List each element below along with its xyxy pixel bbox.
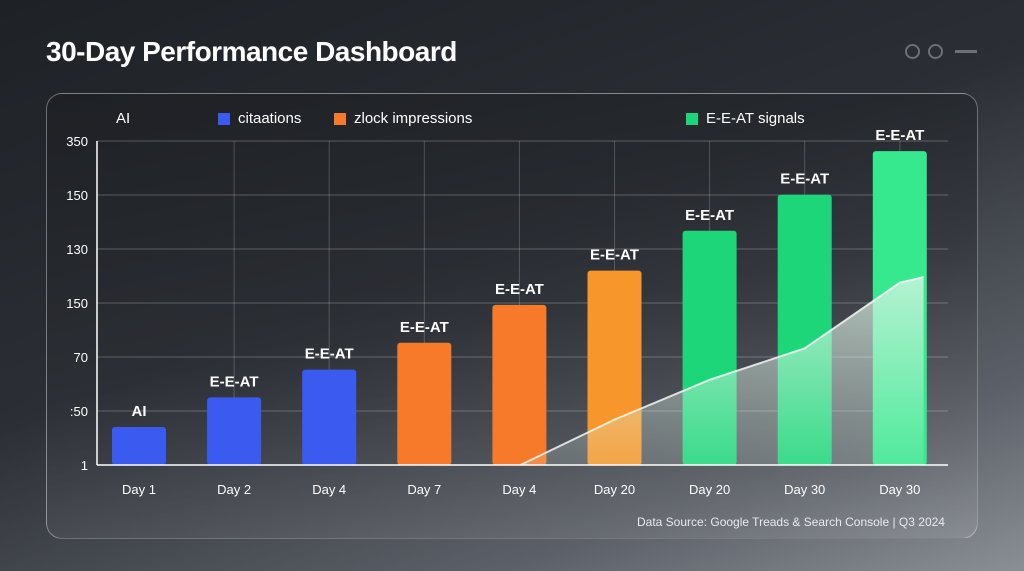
trend-line (519, 276, 924, 466)
y-tick-label: :50 (70, 404, 88, 419)
x-tick-label: Day 1 (122, 482, 156, 497)
legend-item-eeat: E-E-AT signals (686, 110, 805, 127)
y-tick-label: 350 (66, 134, 88, 149)
legend-prefix: AI (116, 110, 130, 127)
bar (302, 369, 357, 465)
x-tick-label: Day 20 (689, 482, 730, 497)
bar-data-label: E-E-AT (875, 127, 924, 144)
bar-data-label: E-E-AT (685, 207, 734, 224)
bar-data-label: E-E-AT (780, 171, 829, 188)
bar (207, 397, 262, 465)
bar-data-label: AI (132, 403, 147, 420)
minimize-icon[interactable] (955, 50, 977, 53)
x-tick-label: Day 30 (879, 482, 920, 497)
y-tick-label: 130 (66, 242, 88, 257)
legend-label: zlock impressions (354, 110, 473, 127)
legend-swatch (218, 112, 230, 125)
trend-area (520, 277, 924, 465)
bar-data-label: E-E-AT (210, 373, 259, 390)
bar (492, 304, 547, 465)
window-controls (905, 44, 977, 59)
legend-prefix-label: AI (116, 110, 131, 127)
legend-item-citations: citaations (218, 110, 301, 127)
bar-data-label: E-E-AT (305, 346, 354, 363)
x-tick-label: Day 30 (784, 482, 825, 497)
legend-swatch (334, 112, 346, 125)
y-tick-label: 150 (66, 296, 88, 311)
data-source-note: Data Source: Google Treads & Search Cons… (637, 515, 945, 529)
y-tick-label: 150 (66, 188, 88, 203)
bar (397, 342, 452, 465)
x-tick-label: Day 20 (594, 482, 635, 497)
x-tick-label: Day 7 (407, 482, 441, 497)
bar-data-label: E-E-AT (590, 247, 639, 264)
x-tick-label: Day 2 (217, 482, 251, 497)
y-tick-label: 1 (81, 458, 88, 473)
circle-icon[interactable] (928, 44, 943, 59)
legend-item-impressions: zlock impressions (334, 110, 472, 127)
y-tick-label: 70 (74, 350, 88, 365)
bar (112, 427, 166, 465)
bar-data-label: E-E-AT (400, 319, 449, 336)
x-tick-label: Day 4 (312, 482, 346, 497)
legend-swatch (686, 112, 698, 125)
circle-icon[interactable] (905, 44, 920, 59)
bar-data-label: E-E-AT (495, 281, 544, 298)
x-tick-label: Day 4 (502, 482, 536, 497)
legend-label: E-E-AT signals (706, 110, 805, 127)
legend-label: citaations (238, 110, 302, 127)
page-title: 30-Day Performance Dashboard (46, 36, 457, 67)
